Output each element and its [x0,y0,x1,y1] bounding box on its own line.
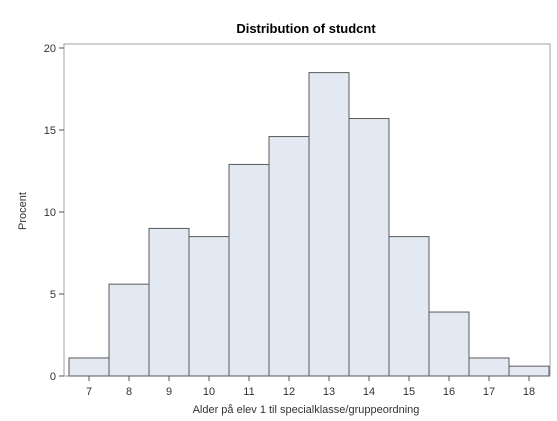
x-tick-label: 16 [443,386,455,398]
x-tick-label: 12 [283,386,295,398]
x-tick-label: 14 [363,386,375,398]
x-tick-label: 11 [243,386,254,398]
x-tick-label: 15 [403,386,415,398]
x-tick-label: 17 [483,386,495,398]
bar-16 [428,311,470,377]
bar-7 [68,357,110,377]
x-axis-label: Alder på elev 1 til specialklasse/gruppe… [193,404,420,416]
bar-15 [388,236,430,377]
x-tick-label: 18 [523,386,535,398]
bar-9 [148,227,190,377]
x-tick-label: 13 [323,386,335,398]
bar-10 [188,236,230,377]
bar-8 [108,283,150,377]
y-tick-label: 20 [44,43,56,55]
x-tick-label: 9 [166,386,172,398]
y-tick-label: 10 [44,207,56,219]
chart-title: Distribution of studcnt [236,21,376,36]
y-axis-label: Procent [17,192,29,230]
y-axis: 0 5 10 15 20 [44,43,64,383]
y-tick-label: 0 [50,371,56,383]
y-tick-label: 15 [44,125,56,137]
x-tick-label: 7 [86,386,92,398]
x-tick-label: 8 [126,386,132,398]
bar-18 [508,365,550,377]
bars-group [68,72,550,377]
bar-17 [468,357,510,377]
x-axis: 7 8 9 10 11 12 13 14 15 16 17 18 [86,376,535,398]
y-tick-label: 5 [50,289,56,301]
bar-12 [268,136,310,377]
bar-13 [308,72,350,377]
x-tick-label: 10 [203,386,215,398]
bar-11 [228,163,270,377]
bar-14 [348,118,390,377]
